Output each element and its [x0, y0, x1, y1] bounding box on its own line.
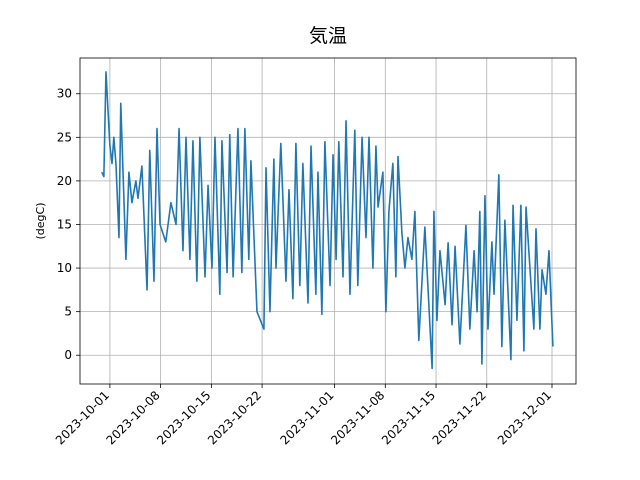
- y-tick-label: 10: [57, 261, 72, 275]
- y-tick-label: 30: [57, 87, 72, 101]
- chart-title: 気温: [309, 25, 347, 47]
- x-tick-label: 2023-10-22: [205, 388, 264, 447]
- y-tick-label: 5: [64, 305, 72, 319]
- plot-frame: [79, 57, 577, 385]
- y-tick-label: 15: [57, 217, 72, 231]
- y-tick-label: 20: [57, 174, 72, 188]
- y-tick-label: 0: [64, 348, 72, 362]
- x-tick-label: 2023-11-08: [328, 388, 387, 447]
- x-tick-label: 2023-11-01: [277, 388, 336, 447]
- y-tick-label: 25: [57, 130, 72, 144]
- x-tick-label: 2023-10-08: [104, 388, 163, 447]
- y-axis-label: (degC): [34, 203, 47, 240]
- line-series: [101, 71, 554, 370]
- x-tick-label: 2023-10-01: [53, 388, 112, 447]
- x-tick-label: 2023-11-22: [430, 388, 489, 447]
- x-tick-label: 2023-12-01: [495, 388, 554, 447]
